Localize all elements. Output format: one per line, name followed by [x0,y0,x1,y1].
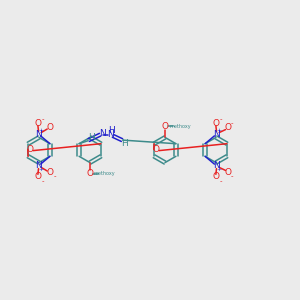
Text: N: N [213,130,220,139]
Text: H: H [88,133,95,142]
Text: O: O [224,168,231,177]
Text: -: - [231,173,233,179]
Text: +: + [39,128,44,133]
Text: +: + [217,128,222,133]
Text: N: N [213,161,220,170]
Text: O: O [224,123,231,132]
Text: N: N [35,161,42,170]
Text: -: - [54,174,56,180]
Text: O: O [86,169,94,178]
Text: -: - [220,178,222,184]
Text: H: H [122,139,128,148]
Text: O: O [34,119,41,128]
Text: -: - [42,116,44,122]
Text: O: O [46,123,53,132]
Text: methoxy: methoxy [93,171,115,176]
Text: N: N [35,130,42,139]
Text: O: O [153,146,160,154]
Text: O: O [34,172,41,181]
Text: -: - [220,116,222,122]
Text: O: O [46,168,53,177]
Text: N: N [99,129,106,138]
Text: H: H [108,126,115,135]
Text: O: O [212,119,219,128]
Text: O: O [212,172,219,181]
Text: N: N [107,130,114,139]
Text: O: O [161,122,169,131]
Text: +: + [217,167,222,172]
Text: O: O [27,146,34,154]
Text: +: + [39,167,44,172]
Text: -: - [42,178,44,184]
Text: methoxy: methoxy [170,124,191,129]
Text: -: - [231,121,233,127]
